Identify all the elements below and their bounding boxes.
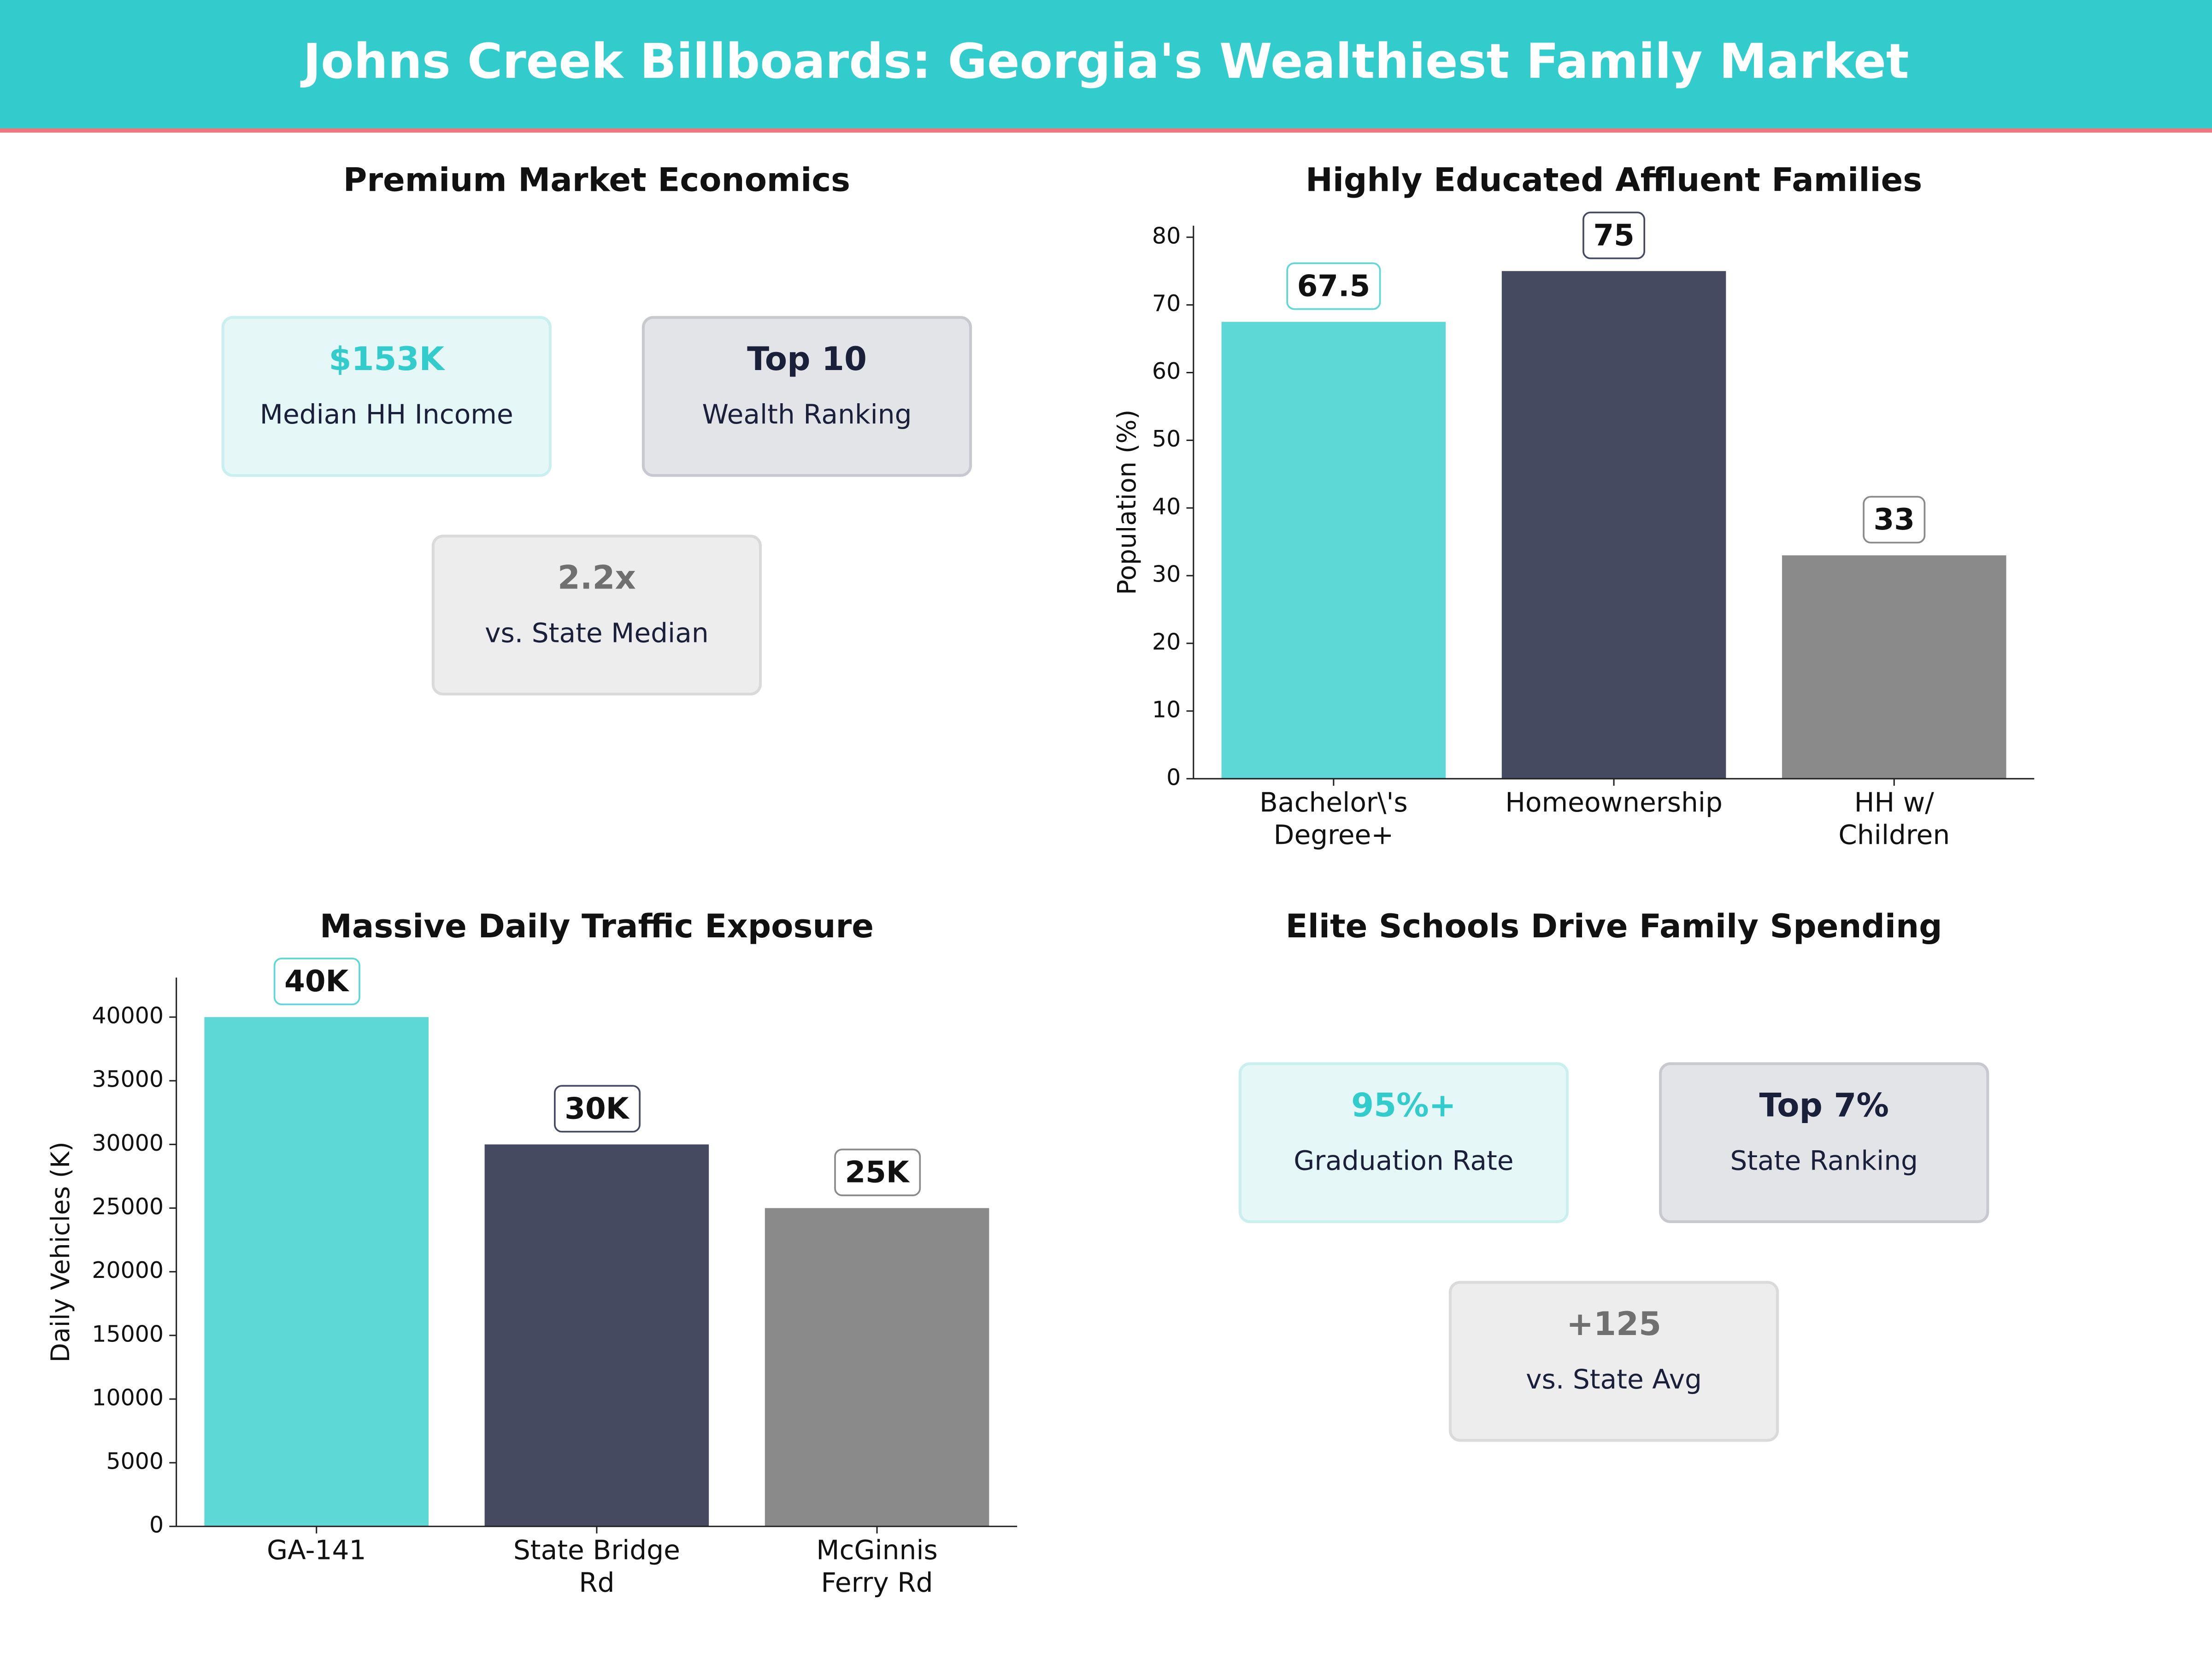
y-tick-label: 30000 bbox=[92, 1130, 164, 1156]
kpi-label: vs. State Avg bbox=[1526, 1364, 1702, 1395]
kpi-label: Graduation Rate bbox=[1294, 1145, 1513, 1177]
y-tick-label: 50 bbox=[1152, 426, 1181, 452]
y-tick-label: 15000 bbox=[92, 1321, 164, 1347]
y-tick-label: 20 bbox=[1152, 629, 1181, 655]
value-label: 33 bbox=[1873, 502, 1914, 537]
y-axis-label: Population (%) bbox=[1112, 410, 1141, 595]
header-accent bbox=[0, 128, 2212, 133]
y-tick-label: 70 bbox=[1152, 290, 1181, 317]
y-axis-label: Daily Vehicles (K) bbox=[46, 1141, 75, 1362]
y-tick-label: 0 bbox=[1166, 764, 1181, 790]
y-tick-label: 30 bbox=[1152, 561, 1181, 588]
y-tick-label: 35000 bbox=[92, 1066, 164, 1093]
kpi-card bbox=[641, 316, 972, 477]
kpi-value: 2.2x bbox=[558, 559, 636, 597]
x-tick-label: GA-141 bbox=[267, 1534, 366, 1565]
y-tick-label: 10000 bbox=[92, 1384, 164, 1411]
header-bar bbox=[0, 0, 2212, 130]
value-label-box bbox=[834, 1148, 921, 1196]
kpi-value: $153K bbox=[329, 340, 446, 378]
kpi-card bbox=[431, 535, 762, 696]
value-label: 67.5 bbox=[1297, 269, 1371, 303]
x-tick-label: McGinnis Ferry Rd bbox=[816, 1534, 938, 1598]
kpi-label: Median HH Income bbox=[260, 399, 513, 430]
chart-title: Massive Daily Traffic Exposure bbox=[320, 907, 874, 945]
value-label: 25K bbox=[845, 1155, 910, 1190]
value-label-box bbox=[554, 1085, 641, 1133]
chart-title: Highly Educated Affluent Families bbox=[1306, 161, 1922, 199]
value-label-box bbox=[1583, 212, 1646, 259]
kpi-card bbox=[1448, 1281, 1779, 1442]
x-tick-label: State Bridge Rd bbox=[513, 1534, 680, 1598]
kpi-card bbox=[1238, 1062, 1569, 1224]
y-tick-label: 0 bbox=[149, 1512, 164, 1538]
y-tick-label: 20000 bbox=[92, 1257, 164, 1283]
y-tick-label: 10 bbox=[1152, 696, 1181, 723]
y-tick-label: 60 bbox=[1152, 358, 1181, 384]
bar bbox=[484, 1144, 709, 1527]
value-label: 30K bbox=[565, 1091, 629, 1126]
kpi-value: 95%+ bbox=[1351, 1087, 1456, 1124]
kpi-label: vs. State Median bbox=[485, 618, 709, 649]
panel-title: Premium Market Economics bbox=[343, 161, 850, 199]
y-tick-label: 40 bbox=[1152, 494, 1181, 520]
panel-title: Elite Schools Drive Family Spending bbox=[1286, 907, 1942, 945]
value-label-box bbox=[273, 958, 360, 1006]
x-tick-label: Bachelor\'s Degree+ bbox=[1259, 787, 1408, 850]
bar bbox=[1221, 322, 1446, 779]
y-tick-label: 80 bbox=[1152, 223, 1181, 249]
value-label: 40K bbox=[284, 964, 349, 999]
y-tick-label: 5000 bbox=[106, 1448, 164, 1475]
kpi-value: Top 10 bbox=[747, 340, 867, 378]
x-tick-label: HH w/Children bbox=[1838, 787, 1950, 850]
kpi-card bbox=[221, 316, 552, 477]
kpi-value: Top 7% bbox=[1759, 1087, 1888, 1124]
bar bbox=[765, 1208, 989, 1527]
bar bbox=[1501, 271, 1726, 779]
y-tick-label: 25000 bbox=[92, 1194, 164, 1220]
main-title: Johns Creek Billboards: Georgia's Wealth… bbox=[300, 33, 1909, 89]
bar bbox=[1782, 555, 2006, 779]
kpi-label: State Ranking bbox=[1730, 1145, 1918, 1177]
value-label: 75 bbox=[1593, 218, 1634, 253]
value-label-box bbox=[1863, 496, 1926, 544]
bar bbox=[204, 1017, 429, 1527]
value-label-box bbox=[1286, 262, 1381, 310]
x-tick-label: Homeownership bbox=[1505, 787, 1723, 818]
kpi-card bbox=[1659, 1062, 1989, 1224]
kpi-value: +125 bbox=[1566, 1305, 1661, 1343]
y-tick-label: 40000 bbox=[92, 1003, 164, 1029]
kpi-label: Wealth Ranking bbox=[702, 399, 912, 430]
